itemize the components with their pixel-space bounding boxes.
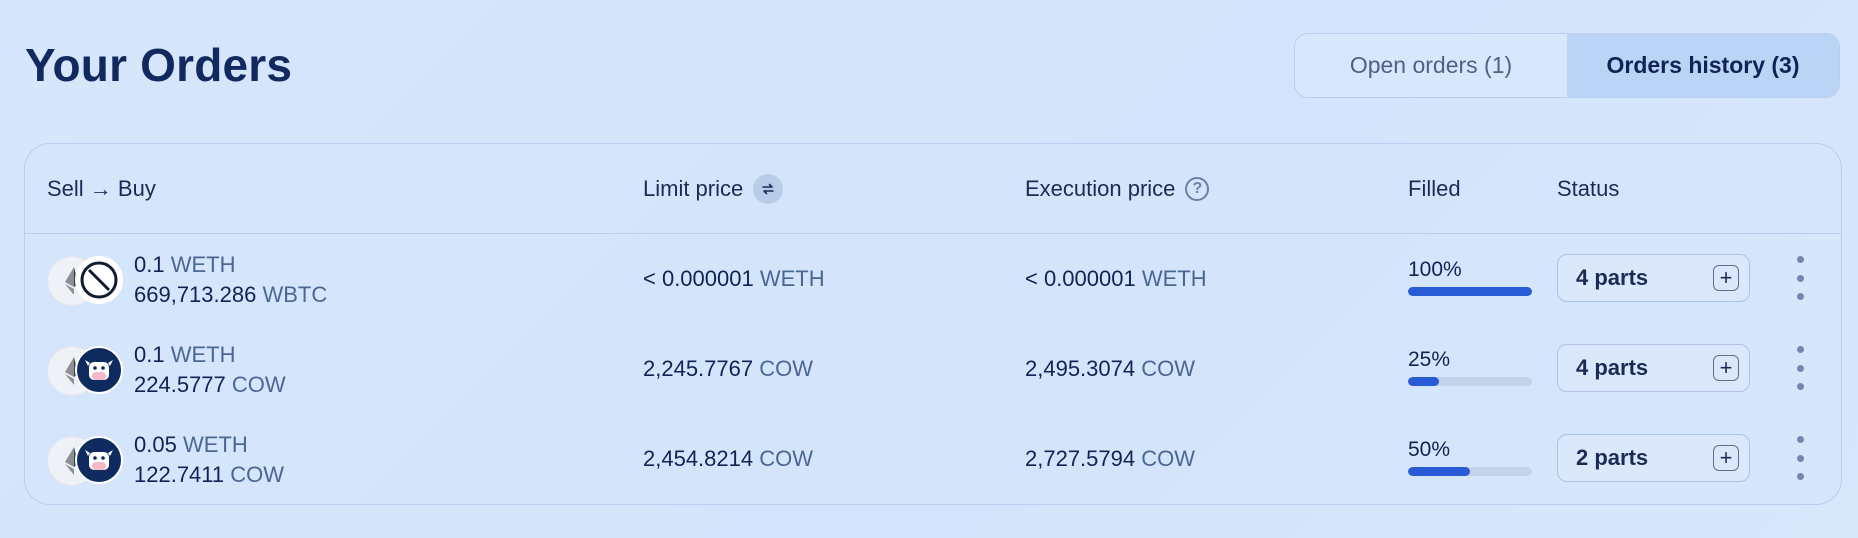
limit-price-value: 2,454.8214	[643, 446, 754, 471]
limit-price-value: 2,245.7767	[643, 356, 754, 381]
progress-bar-fill	[1408, 287, 1532, 296]
kebab-menu-icon[interactable]	[1790, 436, 1810, 480]
table-row[interactable]: 0.1 WETH 224.5777 COW 2,245.7767 COW 2,4…	[25, 324, 1841, 414]
filled-progress: 25%	[1408, 347, 1532, 386]
sell-symbol: WETH	[182, 432, 248, 457]
execution-price-cell: 2,727.5794 COW	[1025, 414, 1195, 504]
limit-price-cell: 2,245.7767 COW	[643, 324, 813, 414]
plus-icon[interactable]: +	[1713, 445, 1739, 471]
execution-price-value: < 0.000001	[1025, 266, 1136, 291]
plus-icon[interactable]: +	[1713, 265, 1739, 291]
execution-price-symbol: WETH	[1141, 266, 1207, 291]
question-circle-icon[interactable]: ?	[1185, 177, 1210, 201]
kebab-menu-icon[interactable]	[1790, 256, 1810, 300]
limit-price-cell: < 0.000001 WETH	[643, 234, 825, 324]
limit-price-symbol: COW	[759, 446, 813, 471]
table-header: Sell → Buy Limit price Execution price ?…	[25, 144, 1841, 234]
orders-table: Sell → Buy Limit price Execution price ?…	[24, 143, 1842, 505]
progress-bar-fill	[1408, 377, 1439, 386]
order-amounts: 0.05 WETH 122.7411 COW	[134, 430, 284, 490]
limit-price-cell: 2,454.8214 COW	[643, 414, 813, 504]
sell-symbol: WETH	[170, 252, 236, 277]
status-parts-button[interactable]: 4 parts +	[1557, 344, 1750, 392]
filled-percent: 50%	[1408, 438, 1451, 461]
filled-percent: 100%	[1408, 258, 1462, 281]
plus-icon[interactable]: +	[1713, 355, 1739, 381]
progress-bar	[1408, 467, 1532, 476]
sell-amount: 0.1	[134, 252, 165, 277]
page-title: Your Orders	[25, 39, 293, 91]
column-label-execution-price: Execution price	[1025, 176, 1176, 201]
sell-symbol: WETH	[170, 342, 236, 367]
column-header-limit-price: Limit price	[643, 144, 784, 234]
filled-percent: 25%	[1408, 348, 1451, 371]
status-parts-label: 4 parts	[1576, 265, 1649, 290]
order-amounts: 0.1 WETH 224.5777 COW	[134, 340, 286, 400]
column-label-filled: Filled	[1408, 176, 1461, 201]
progress-bar	[1408, 377, 1532, 386]
buy-amount: 669,713.286	[134, 282, 257, 307]
column-header-pair: Sell → Buy	[47, 144, 156, 234]
buy-symbol: COW	[230, 462, 285, 487]
table-row[interactable]: 0.1 WETH 669,713.286 WBTC < 0.000001 WET…	[25, 234, 1841, 324]
cow-icon	[75, 346, 123, 394]
tab-orders-history[interactable]: Orders history (3)	[1567, 34, 1839, 97]
execution-price-cell: 2,495.3074 COW	[1025, 324, 1195, 414]
column-header-filled: Filled	[1408, 144, 1461, 234]
column-header-execution-price: Execution price ?	[1025, 144, 1210, 234]
execution-price-cell: < 0.000001 WETH	[1025, 234, 1207, 324]
execution-price-value: 2,495.3074	[1025, 356, 1136, 381]
token-pair-icons	[47, 436, 127, 486]
wbtc-icon	[75, 256, 123, 304]
execution-price-value: 2,727.5794	[1025, 446, 1136, 471]
sell-amount: 0.05	[134, 432, 177, 457]
tab-open-orders[interactable]: Open orders (1)	[1349, 52, 1513, 78]
column-label-limit-price: Limit price	[643, 176, 744, 201]
kebab-menu-icon[interactable]	[1790, 346, 1810, 390]
cow-icon	[75, 436, 123, 484]
buy-amount: 224.5777	[134, 372, 226, 397]
column-label-status: Status	[1557, 176, 1620, 201]
swap-arrows-icon[interactable]	[753, 174, 784, 204]
table-row[interactable]: 0.05 WETH 122.7411 COW 2,454.8214 COW 2,…	[25, 414, 1841, 504]
order-amounts: 0.1 WETH 669,713.286 WBTC	[134, 250, 327, 310]
status-parts-label: 2 parts	[1576, 445, 1649, 470]
filled-progress: 50%	[1408, 437, 1532, 476]
status-parts-label: 4 parts	[1576, 355, 1649, 380]
status-parts-button[interactable]: 4 parts +	[1557, 254, 1750, 302]
orders-tabs: Open orders (1) Orders history (3)	[1294, 33, 1840, 98]
buy-amount: 122.7411	[134, 462, 225, 487]
token-pair-icons	[47, 256, 127, 306]
buy-symbol: COW	[231, 372, 286, 397]
execution-price-symbol: COW	[1141, 446, 1195, 471]
progress-bar	[1408, 287, 1532, 296]
limit-price-symbol: COW	[759, 356, 813, 381]
limit-price-symbol: WETH	[759, 266, 825, 291]
progress-bar-fill	[1408, 467, 1470, 476]
execution-price-symbol: COW	[1141, 356, 1195, 381]
filled-progress: 100%	[1408, 257, 1532, 296]
buy-symbol: WBTC	[262, 282, 328, 307]
sell-amount: 0.1	[134, 342, 165, 367]
status-parts-button[interactable]: 2 parts +	[1557, 434, 1750, 482]
token-pair-icons	[47, 346, 127, 396]
column-label-pair: Sell → Buy	[47, 176, 156, 201]
column-header-status: Status	[1557, 144, 1619, 234]
limit-price-value: < 0.000001	[643, 266, 754, 291]
